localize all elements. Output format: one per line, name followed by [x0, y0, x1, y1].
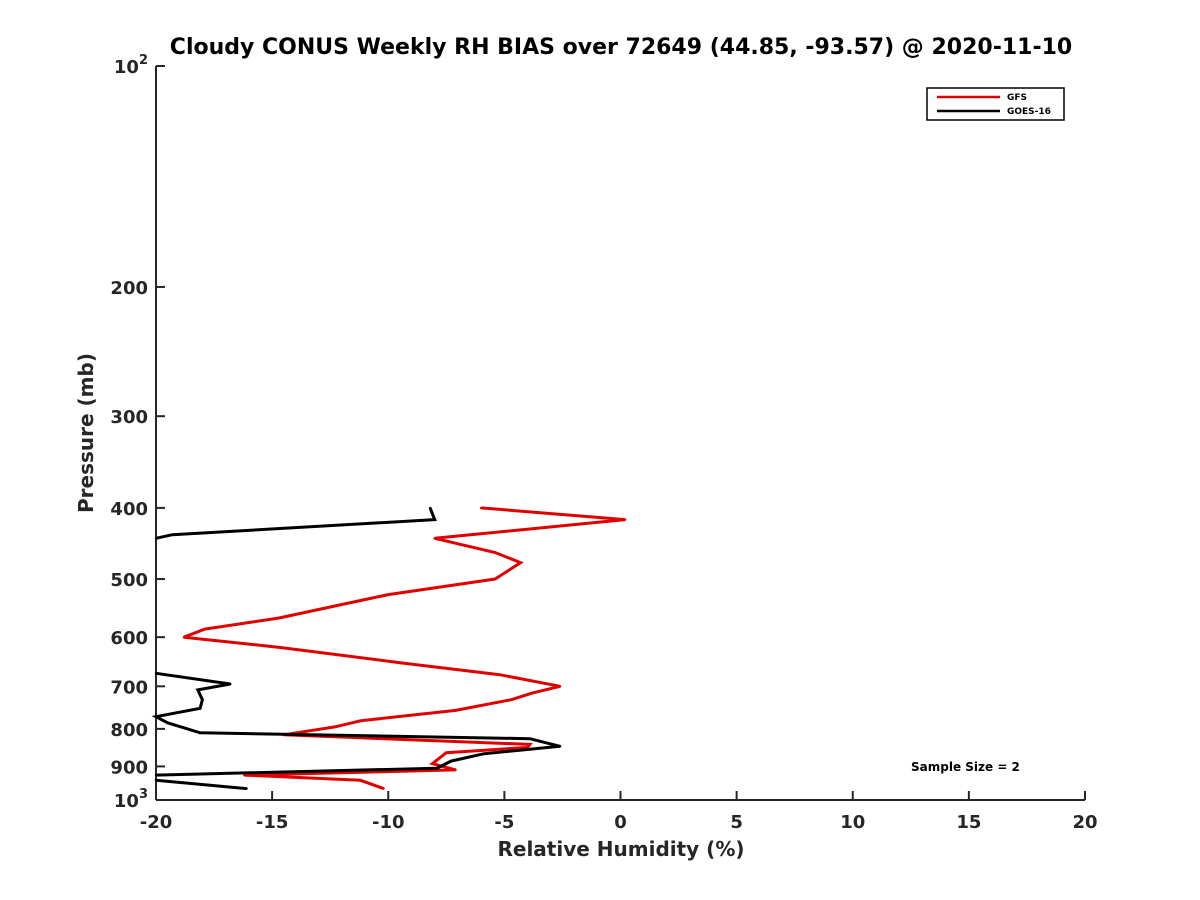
data-point-goes16	[166, 721, 169, 724]
data-point-goes16	[154, 537, 158, 540]
y-tick-label: 103	[114, 787, 148, 812]
x-axis-label: Relative Humidity (%)	[497, 837, 744, 861]
data-point-gfs	[493, 551, 497, 554]
data-point-goes16	[171, 533, 174, 536]
data-point-goes16	[433, 518, 436, 521]
data-point-gfs	[382, 787, 385, 790]
data-point-goes16	[229, 682, 232, 686]
x-tick-label: 20	[1072, 812, 1097, 833]
x-tick-label: 0	[614, 812, 627, 833]
y-tick-label: 500	[110, 570, 148, 591]
data-point-goes16	[428, 506, 432, 510]
legend-label-goes16: GOES-16	[1007, 107, 1051, 117]
y-tick-label: 400	[110, 499, 148, 520]
data-point-gfs	[558, 685, 562, 688]
data-point-gfs	[277, 616, 281, 620]
x-tick-label: -10	[372, 812, 405, 833]
data-point-goes16	[154, 779, 158, 782]
series-line-goes16	[155, 507, 437, 540]
data-point-gfs	[454, 709, 457, 712]
data-point-gfs	[528, 743, 532, 746]
x-tick-label: 5	[730, 812, 743, 833]
data-point-gfs	[203, 627, 206, 631]
data-point-gfs	[387, 593, 390, 596]
data-point-gfs	[182, 636, 186, 639]
data-point-gfs	[359, 719, 362, 722]
y-tick-label: 800	[110, 720, 148, 741]
y-tick-label: 600	[110, 628, 148, 649]
data-point-goes16	[528, 737, 532, 740]
plot-frame	[155, 66, 1085, 801]
data-point-goes16	[154, 773, 158, 777]
x-tick-label: 15	[956, 812, 981, 833]
data-point-goes16	[245, 787, 248, 790]
data-point-gfs	[398, 661, 402, 664]
data-point-goes16	[198, 731, 202, 734]
data-point-gfs	[479, 506, 483, 510]
y-axis-ticks: 102 200 300 400 500 600 700 800 900 103	[110, 53, 165, 812]
sample-size-annotation: Sample Size = 2	[911, 760, 1020, 774]
data-point-gfs	[445, 751, 448, 754]
data-point-gfs	[498, 673, 501, 676]
data-point-goes16	[154, 715, 158, 718]
y-tick-label: 102	[114, 53, 148, 78]
series-line-goes16	[151, 671, 561, 777]
data-point-gfs	[280, 646, 283, 649]
y-tick-label: 900	[110, 757, 148, 778]
data-point-gfs	[243, 773, 246, 777]
legend-label-gfs: GFS	[1007, 93, 1027, 103]
data-point-gfs	[454, 768, 457, 772]
data-point-goes16	[558, 745, 562, 748]
data-point-goes16	[198, 707, 202, 710]
x-tick-label: -5	[494, 812, 514, 833]
legend: GFS GOES-16	[926, 87, 1065, 121]
x-tick-label: -20	[140, 812, 173, 833]
x-axis-ticks: -20 -15 -10 -5 0 5 10 15 20	[140, 791, 1098, 833]
x-tick-label: 10	[840, 812, 865, 833]
y-axis-label: Pressure (mb)	[74, 353, 98, 513]
series-line-goes16	[155, 778, 247, 791]
data-point-gfs	[531, 691, 534, 695]
data-point-goes16	[154, 672, 158, 675]
y-tick-label: 200	[110, 278, 148, 299]
data-point-gfs	[333, 725, 336, 729]
data-point-goes16	[196, 688, 199, 692]
data-point-goes16	[449, 759, 453, 763]
data-point-goes16	[435, 767, 439, 770]
data-point-gfs	[433, 537, 436, 540]
data-point-gfs	[359, 779, 362, 782]
data-point-gfs	[431, 762, 434, 765]
data-point-gfs	[493, 577, 497, 581]
data-point-gfs	[331, 605, 334, 608]
data-point-gfs	[519, 561, 522, 564]
y-tick-label: 300	[110, 407, 148, 428]
series-layer	[151, 506, 627, 791]
y-tick-label: 700	[110, 677, 148, 698]
x-tick-label: -15	[256, 812, 289, 833]
chart-title: Cloudy CONUS Weekly RH BIAS over 72649 (…	[170, 35, 1072, 60]
data-point-goes16	[482, 752, 485, 755]
data-point-goes16	[201, 698, 204, 701]
data-point-gfs	[623, 518, 627, 521]
legend-box	[926, 87, 1065, 121]
data-point-gfs	[510, 698, 513, 701]
